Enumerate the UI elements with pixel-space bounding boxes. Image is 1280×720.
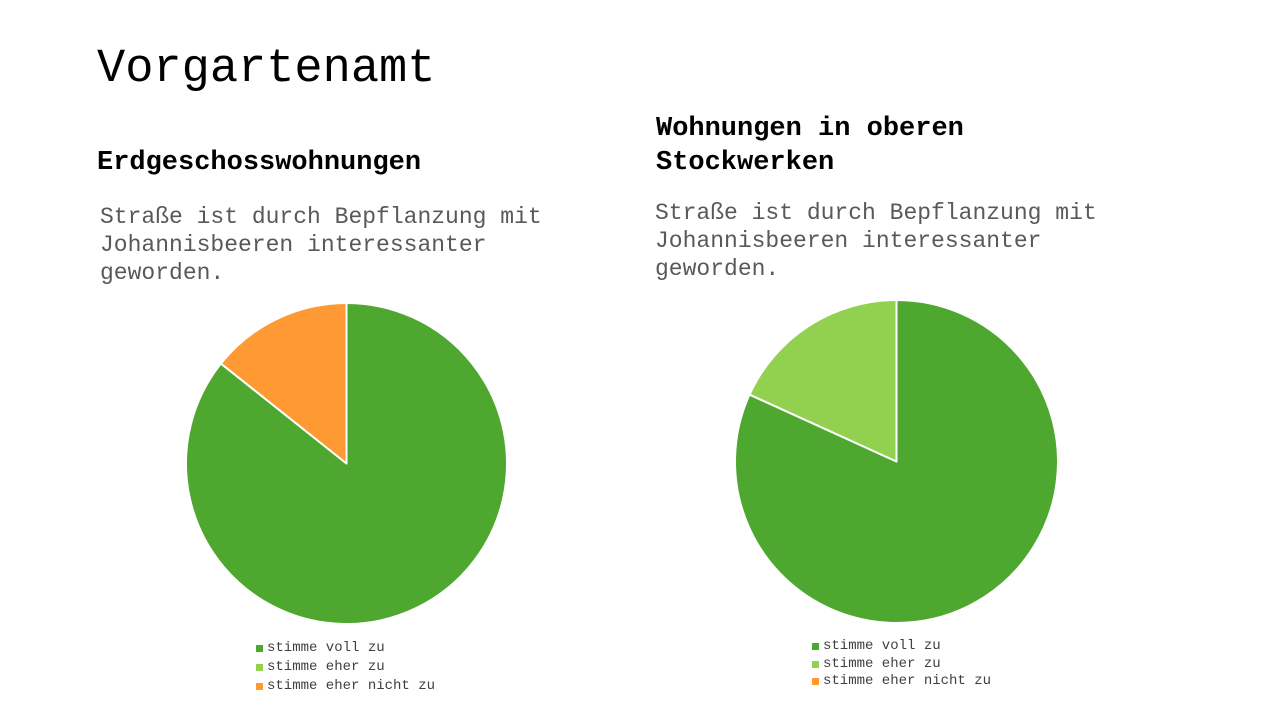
legend-item: stimme eher zu (256, 658, 435, 677)
legend-label: stimme voll zu (267, 640, 385, 656)
legend-item: stimme voll zu (256, 639, 435, 658)
legend-swatch-voll (256, 645, 263, 652)
slide-title: Vorgartenamt (97, 43, 436, 96)
chart-subtitle-upper-floors: Straße ist durch Bepflanzung mit Johanni… (655, 200, 1097, 282)
legend-label: stimme eher nicht zu (823, 673, 992, 689)
legend-swatch-eher (256, 664, 263, 671)
slice-stimme-eher-zu (748, 299, 898, 463)
legend-label: stimme eher zu (823, 655, 941, 672)
chart-title-upper-floors: Wohnungen in oberen Stockwerken (656, 114, 964, 178)
legend-item: stimme eher nicht zu (256, 677, 435, 696)
legend-upper-floors: stimme voll zu stimme eher zu stimme ehe… (812, 638, 991, 691)
legend-label: stimme eher nicht zu (267, 678, 436, 694)
legend-item: stimme eher nicht zu (812, 673, 991, 691)
legend-item: stimme eher zu (812, 656, 991, 674)
legend-swatch-eher (812, 660, 819, 668)
pie-chart-upper-floors (734, 299, 1059, 624)
legend-label: stimme voll zu (823, 638, 941, 654)
pie-chart-ground-floor (185, 302, 508, 625)
legend-ground-floor: stimme voll zu stimme eher zu stimme ehe… (256, 639, 435, 696)
chart-title-ground-floor: Erdgeschosswohnungen (97, 148, 422, 178)
slice-stimme-eher-nicht-zu (219, 302, 348, 465)
legend-item: stimme voll zu (812, 638, 991, 656)
legend-swatch-eher-nicht (256, 683, 263, 690)
legend-swatch-voll (812, 643, 819, 651)
legend-label: stimme eher zu (267, 659, 385, 675)
chart-subtitle-ground-floor: Straße ist durch Bepflanzung mit Johanni… (100, 204, 542, 286)
legend-swatch-eher-nicht (812, 678, 819, 686)
